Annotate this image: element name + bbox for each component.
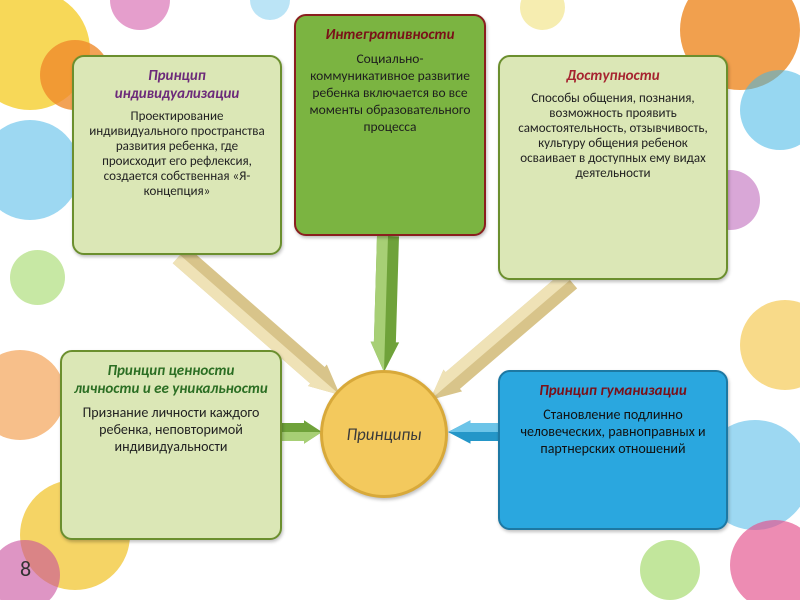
principle-title: Принцип индивидуализации: [86, 67, 268, 103]
page-number: 8: [20, 555, 31, 582]
principle-box-accessibility: Доступности Способы общения, познания, во…: [498, 55, 728, 280]
center-hub-label: Принципы: [346, 424, 421, 445]
principle-box-integrativity: Интегративности Социально-коммуникативное…: [294, 14, 486, 236]
principle-body: Становление подлинно человеческих, равно…: [512, 406, 714, 457]
principle-body: Признание личности каждого ребенка, непо…: [74, 404, 268, 455]
principle-title: Доступности: [512, 67, 714, 85]
center-hub: Принципы: [320, 370, 448, 498]
principle-box-individualization: Принцип индивидуализации Проектирование и…: [72, 55, 282, 255]
principle-title: Принцип гуманизации: [512, 382, 714, 400]
principle-body: Проектирование индивидуального пространс…: [86, 109, 268, 199]
principle-box-value-uniqueness: Принцип ценности личности и ее уникально…: [60, 350, 282, 540]
principle-title: Интегративности: [308, 26, 472, 44]
principle-body: Социально-коммуникативное развитие ребен…: [308, 50, 472, 135]
principle-box-humanization: Принцип гуманизации Становление подлинно …: [498, 370, 728, 530]
principle-body: Способы общения, познания, возможность п…: [512, 91, 714, 181]
principle-title: Принцип ценности личности и ее уникально…: [74, 362, 268, 398]
